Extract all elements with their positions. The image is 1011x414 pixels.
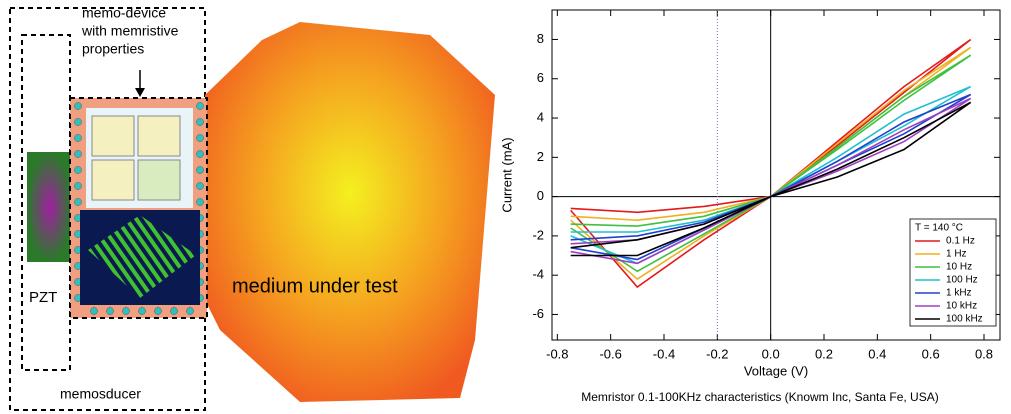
legend-label: 100 kHz: [946, 314, 983, 325]
x-tick-label: -0.4: [653, 346, 675, 361]
legend-title: T = 140 °C: [915, 223, 963, 234]
legend-label: 100 Hz: [946, 275, 978, 286]
series-line: [570, 101, 972, 257]
x-tick-label: 0.0: [762, 346, 780, 361]
medium-label: medium under test: [232, 275, 398, 297]
legend-label: 10 Hz: [946, 262, 972, 273]
caption: Memristor 0.1-100KHz characteristics (Kn…: [581, 390, 938, 404]
wave-surface: [88, 215, 196, 298]
y-tick-label: 8: [537, 31, 544, 46]
pzt-label: PZT: [29, 289, 57, 306]
schematic-cell: [137, 159, 181, 201]
schematic-cell: [91, 115, 135, 157]
x-tick-label: -0.8: [546, 346, 568, 361]
x-tick-label: -0.2: [706, 346, 728, 361]
y-tick-label: 2: [537, 149, 544, 164]
arrow-head: [135, 88, 145, 97]
y-tick-label: -2: [532, 227, 544, 242]
schematic-cell: [91, 159, 135, 201]
series-line: [570, 54, 972, 273]
y-tick-label: 0: [537, 188, 544, 203]
x-tick-label: 0.8: [975, 346, 993, 361]
series-line: [570, 46, 972, 281]
legend-label: 0.1 Hz: [946, 236, 975, 247]
y-tick-label: 4: [537, 109, 544, 124]
device-label: properties: [82, 41, 144, 57]
x-axis-label: Voltage (V): [744, 363, 808, 378]
series-line: [570, 38, 972, 289]
medium-shape: [205, 22, 495, 402]
schematic-cell: [137, 115, 181, 157]
plot-frame: [551, 9, 1001, 341]
y-tick-label: -4: [532, 267, 544, 282]
y-tick-label: 6: [537, 70, 544, 85]
legend-label: 1 kHz: [946, 288, 972, 299]
memosducer-label: memosducer: [60, 386, 141, 402]
pzt-box: [21, 34, 71, 371]
device-label: memo-device: [82, 5, 166, 21]
x-tick-label: 0.6: [922, 346, 940, 361]
x-tick-label: -0.6: [599, 346, 621, 361]
legend-label: 10 kHz: [946, 301, 977, 312]
legend-label: 1 Hz: [946, 249, 967, 260]
device-label: with memristive: [81, 23, 179, 39]
pzt-element: [27, 152, 72, 262]
legend-box: [909, 218, 997, 327]
chart: -0.8 -0.6 -0.4 -0.2 0.0 0.2 0.4 0.6 0.8 -6 -4 -2 0 2 4…: [499, 9, 1001, 404]
x-tick-label: 0.4: [868, 346, 886, 361]
x-tick-label: 0.2: [815, 346, 833, 361]
y-tick-label: -6: [532, 306, 544, 321]
y-axis-label: Current (mA): [499, 137, 514, 212]
